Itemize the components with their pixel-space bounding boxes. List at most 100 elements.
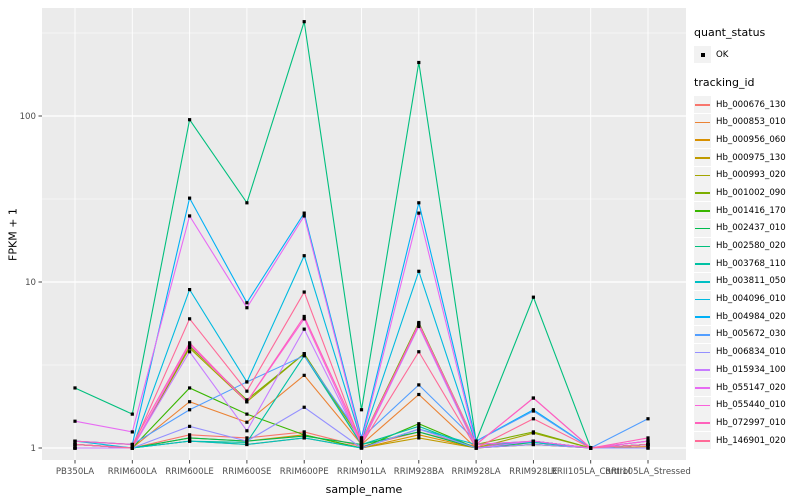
legend-item-Hb_000975_130[interactable]: Hb_000975_130 <box>694 149 798 167</box>
data-point <box>417 433 421 437</box>
legend-item-Hb_006834_010[interactable]: Hb_006834_010 <box>694 343 798 361</box>
data-point <box>531 409 535 413</box>
legend-item-label: Hb_002437_010 <box>716 223 786 234</box>
data-point <box>245 439 249 443</box>
data-point <box>417 424 421 428</box>
legend-item-Hb_072997_010[interactable]: Hb_072997_010 <box>694 414 798 432</box>
legend-item-label: Hb_055147_020 <box>716 382 786 393</box>
data-point <box>245 306 249 310</box>
line-swatch-icon <box>694 113 711 131</box>
x-tick-label: RRIM600PE <box>280 467 329 477</box>
data-point <box>73 439 77 443</box>
x-tick-label: RRII105LA_Control <box>551 467 631 477</box>
legend-item-label: Hb_015934_100 <box>716 364 786 375</box>
legend-item-label: Hb_072997_010 <box>716 417 786 428</box>
data-point <box>302 314 306 319</box>
legend-item-label: Hb_055440_010 <box>716 400 786 411</box>
x-tick-label: RRIM600LA <box>108 467 157 477</box>
data-point <box>245 400 249 404</box>
legend-item-Hb_000676_130[interactable]: Hb_000676_130 <box>694 96 798 114</box>
data-point <box>302 373 306 377</box>
data-point <box>188 424 192 428</box>
data-point <box>188 408 192 412</box>
legend-item-label: Hb_004984_020 <box>716 311 786 322</box>
legend-item-Hb_146901_020[interactable]: Hb_146901_020 <box>694 432 798 450</box>
data-point <box>130 446 134 450</box>
legend-item-Hb_015934_100[interactable]: Hb_015934_100 <box>694 361 798 379</box>
data-point <box>417 422 421 426</box>
data-point <box>531 396 535 400</box>
legend-item-Hb_002580_020[interactable]: Hb_002580_020 <box>694 237 798 255</box>
legend-item-Hb_004096_010[interactable]: Hb_004096_010 <box>694 290 798 308</box>
data-point <box>245 389 249 393</box>
data-point <box>417 427 421 431</box>
legend-item-label: Hb_001416_170 <box>716 205 786 216</box>
data-point <box>417 392 421 397</box>
data-point <box>417 430 421 434</box>
legend-item-Hb_000853_010[interactable]: Hb_000853_010 <box>694 113 798 131</box>
data-point <box>188 214 192 218</box>
legend-item-Hb_055147_020[interactable]: Hb_055147_020 <box>694 379 798 397</box>
line-swatch-icon <box>694 361 711 379</box>
legend-item-label: Hb_004096_010 <box>716 294 786 305</box>
data-point <box>359 439 364 443</box>
line-swatch-icon <box>694 219 711 237</box>
data-point <box>417 323 421 327</box>
data-point <box>531 417 535 421</box>
line-swatch-icon <box>694 379 711 397</box>
data-point <box>245 429 249 433</box>
data-point <box>302 405 306 409</box>
data-point <box>188 439 192 443</box>
data-point <box>130 412 134 416</box>
legend-item-Hb_005672_030[interactable]: Hb_005672_030 <box>694 325 798 344</box>
data-point <box>188 433 192 437</box>
data-point <box>302 434 306 438</box>
data-point <box>188 196 192 200</box>
data-point <box>302 327 306 331</box>
legend-item-label: Hb_006834_010 <box>716 347 786 358</box>
data-point <box>188 341 192 345</box>
data-point <box>646 439 650 443</box>
line-swatch-icon <box>694 184 711 202</box>
legend-item-Hb_000993_020[interactable]: Hb_000993_020 <box>694 166 798 184</box>
data-point <box>188 118 192 122</box>
legend: quant_status OK tracking_id Hb_000676_13… <box>694 26 798 450</box>
data-point <box>646 417 650 421</box>
x-tick-label: RRIM600SE <box>222 467 271 477</box>
x-tick-label: RRIM901LA <box>337 467 386 477</box>
data-point <box>245 442 249 447</box>
legend-item-ok[interactable]: OK <box>694 46 798 64</box>
legend-item-label: Hb_002580_020 <box>716 241 786 252</box>
line-swatch-icon <box>694 96 711 114</box>
x-tick-label: RRII105LA_Stressed <box>605 467 691 477</box>
legend-item-Hb_003811_050[interactable]: Hb_003811_050 <box>694 272 798 291</box>
data-point <box>531 430 535 434</box>
data-point <box>589 446 593 450</box>
legend-item-Hb_001416_170[interactable]: Hb_001416_170 <box>694 202 798 220</box>
legend-item-Hb_055440_010[interactable]: Hb_055440_010 <box>694 396 798 414</box>
data-point <box>417 269 421 273</box>
legend-item-Hb_004984_020[interactable]: Hb_004984_020 <box>694 308 798 326</box>
data-point <box>417 436 421 440</box>
data-point <box>188 386 192 390</box>
legend-item-Hb_001002_090[interactable]: Hb_001002_090 <box>694 184 798 202</box>
data-point <box>417 350 421 354</box>
legend-item-label: Hb_146901_020 <box>716 435 786 446</box>
legend-item-Hb_003768_110[interactable]: Hb_003768_110 <box>694 255 798 273</box>
data-point <box>359 442 364 447</box>
legend-tracking-id-title: tracking_id <box>694 75 755 89</box>
y-tick-label: 1 <box>31 444 36 454</box>
line-swatch-icon <box>694 396 711 414</box>
x-tick-label: RRIM928LA <box>452 467 501 477</box>
legend-tracking-items: Hb_000676_130 Hb_000853_010 Hb_000956_060 H… <box>694 96 798 450</box>
x-tick-label: PB350LA <box>56 467 94 477</box>
data-point <box>245 398 249 402</box>
legend-item-Hb_002437_010[interactable]: Hb_002437_010 <box>694 219 798 238</box>
data-point <box>130 442 134 447</box>
legend-item-label: Hb_001002_090 <box>716 187 786 198</box>
legend-item-Hb_000956_060[interactable]: Hb_000956_060 <box>694 131 798 149</box>
line-swatch-icon <box>694 290 711 308</box>
data-point <box>188 346 192 350</box>
y-axis-title: FPKM + 1 <box>6 208 20 261</box>
